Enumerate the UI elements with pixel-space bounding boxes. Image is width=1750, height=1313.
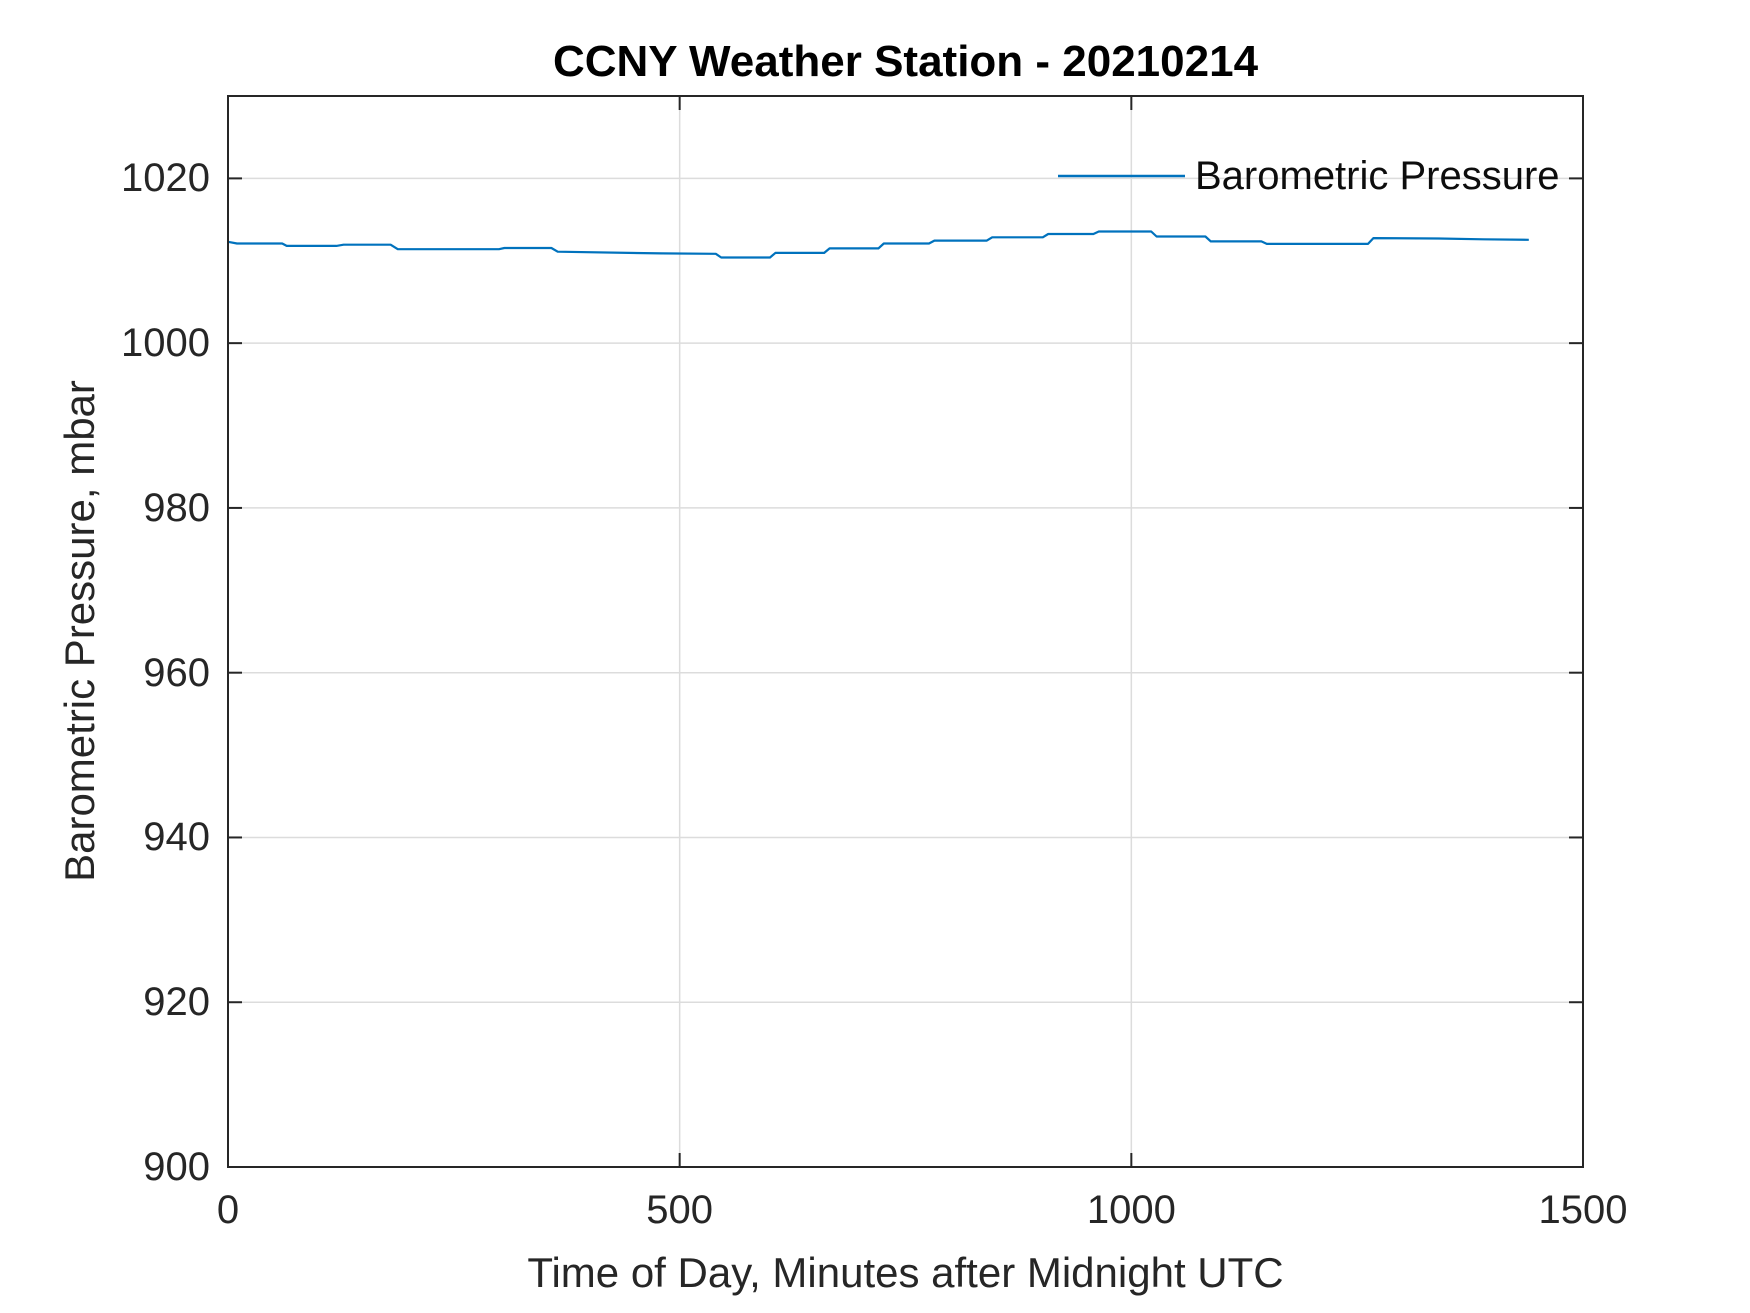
y-tick-label: 920 <box>143 980 210 1025</box>
legend-label: Barometric Pressure <box>1195 153 1560 198</box>
legend-line-sample <box>1058 174 1185 178</box>
chart-title: CCNY Weather Station - 20210214 <box>552 37 1259 86</box>
y-tick-label: 1000 <box>121 321 210 366</box>
x-tick-label: 1500 <box>1538 1188 1628 1232</box>
x-tick-label: 0 <box>216 1188 240 1232</box>
plot-border <box>227 95 1584 1168</box>
pressure-line <box>227 230 1529 259</box>
y-tick-label: 1020 <box>121 156 210 201</box>
legend: Barometric Pressure <box>1058 150 1560 202</box>
x-axis-label: Time of Day, Minutes after Midnight UTC <box>527 1249 1284 1296</box>
x-tick-label: 1000 <box>1086 1188 1176 1232</box>
y-tick-label: 940 <box>143 815 210 860</box>
y-tick-label: 960 <box>143 650 210 695</box>
y-tick-label: 980 <box>143 485 210 530</box>
y-tick-label: 900 <box>143 1145 210 1189</box>
x-tick-label: 500 <box>646 1188 714 1232</box>
